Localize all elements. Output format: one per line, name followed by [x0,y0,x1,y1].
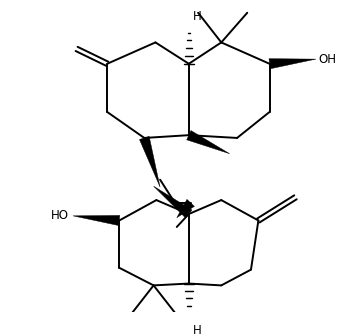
Text: OH: OH [319,53,337,66]
Text: H: H [192,10,201,23]
Polygon shape [177,199,195,218]
Polygon shape [73,215,120,225]
Polygon shape [140,136,160,187]
Polygon shape [269,59,316,69]
Text: HO: HO [51,209,69,222]
Polygon shape [187,130,230,154]
Text: H: H [192,324,201,336]
Polygon shape [153,186,192,218]
